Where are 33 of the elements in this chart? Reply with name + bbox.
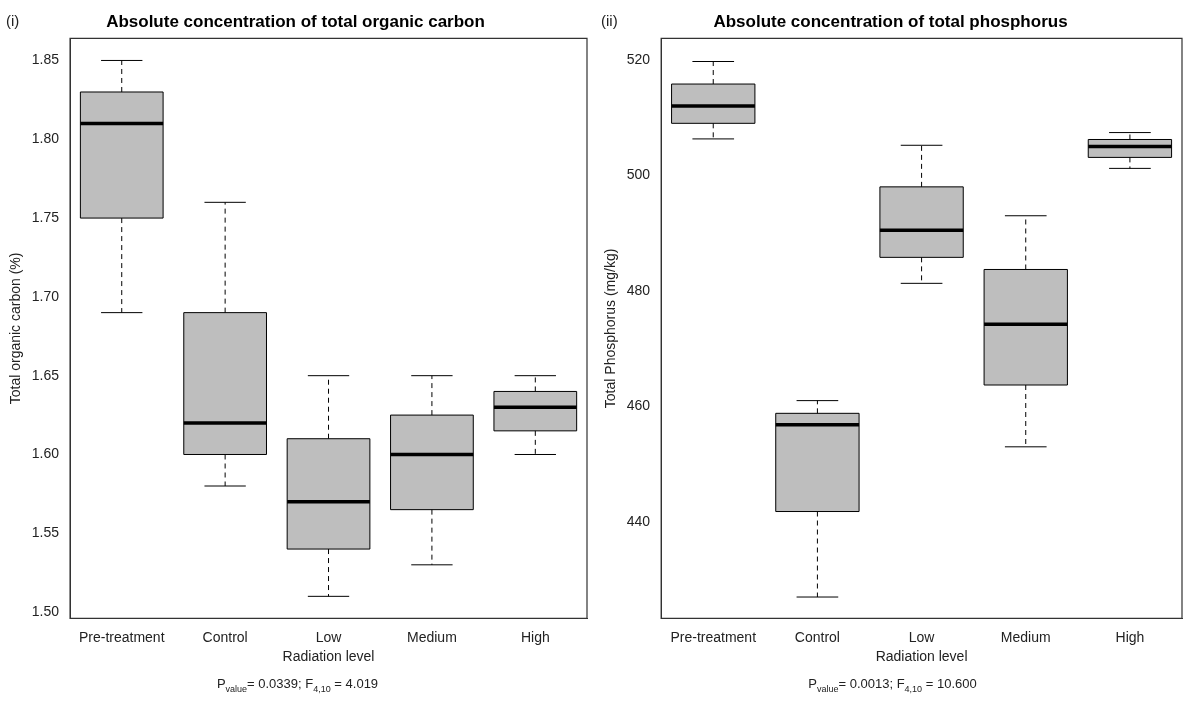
y-tick-label: 1.75: [31, 208, 60, 225]
y-tick-label: 480: [626, 281, 651, 298]
x-axis-title: Radiation level: [875, 648, 968, 665]
text: (ii): [601, 12, 618, 29]
x-tick-label: Pre-treatment: [78, 628, 165, 645]
chart-title: Absolute concentration of total phosphorus: [713, 11, 1068, 31]
text: (i): [6, 12, 20, 29]
y-tick-label: 1.70: [31, 287, 60, 304]
y-tick-label: 1.85: [31, 51, 60, 68]
x-tick-label: Low: [315, 628, 343, 645]
x-tick-label: Control: [794, 628, 840, 645]
x-tick-label: Medium: [1000, 628, 1051, 645]
y-tick-label: 1.60: [31, 445, 60, 462]
text: P$_{value}$= 0.0013; F$_{4,10}$ = 10.600: [807, 676, 978, 694]
y-axis-title: Total organic carbon (%): [7, 252, 24, 405]
x-axis-title: Radiation level: [282, 648, 375, 665]
x-tick-label: Pre-treatment: [670, 628, 757, 645]
y-tick-label: 440: [626, 512, 651, 529]
y-tick-label: 1.80: [31, 130, 60, 147]
x-tick-label: Low: [908, 628, 936, 645]
x-tick-label: High: [520, 628, 550, 645]
y-tick-label: 500: [626, 166, 651, 183]
y-axis-title: Total Phosphorus (mg/kg): [602, 248, 619, 409]
chart-title: Absolute concentration of total organic carbon: [106, 11, 485, 31]
x-tick-label: High: [1115, 628, 1145, 645]
y-tick-label: 1.50: [31, 602, 60, 619]
text: P$_{value}$= 0.0339; F$_{4,10}$ = 4.019: [215, 676, 380, 694]
y-tick-label: 1.65: [31, 366, 60, 383]
y-tick-label: 1.55: [31, 524, 60, 541]
x-tick-label: Control: [202, 628, 248, 645]
y-tick-label: 460: [626, 397, 651, 414]
y-tick-label: 520: [626, 50, 651, 67]
x-tick-label: Medium: [407, 628, 457, 645]
